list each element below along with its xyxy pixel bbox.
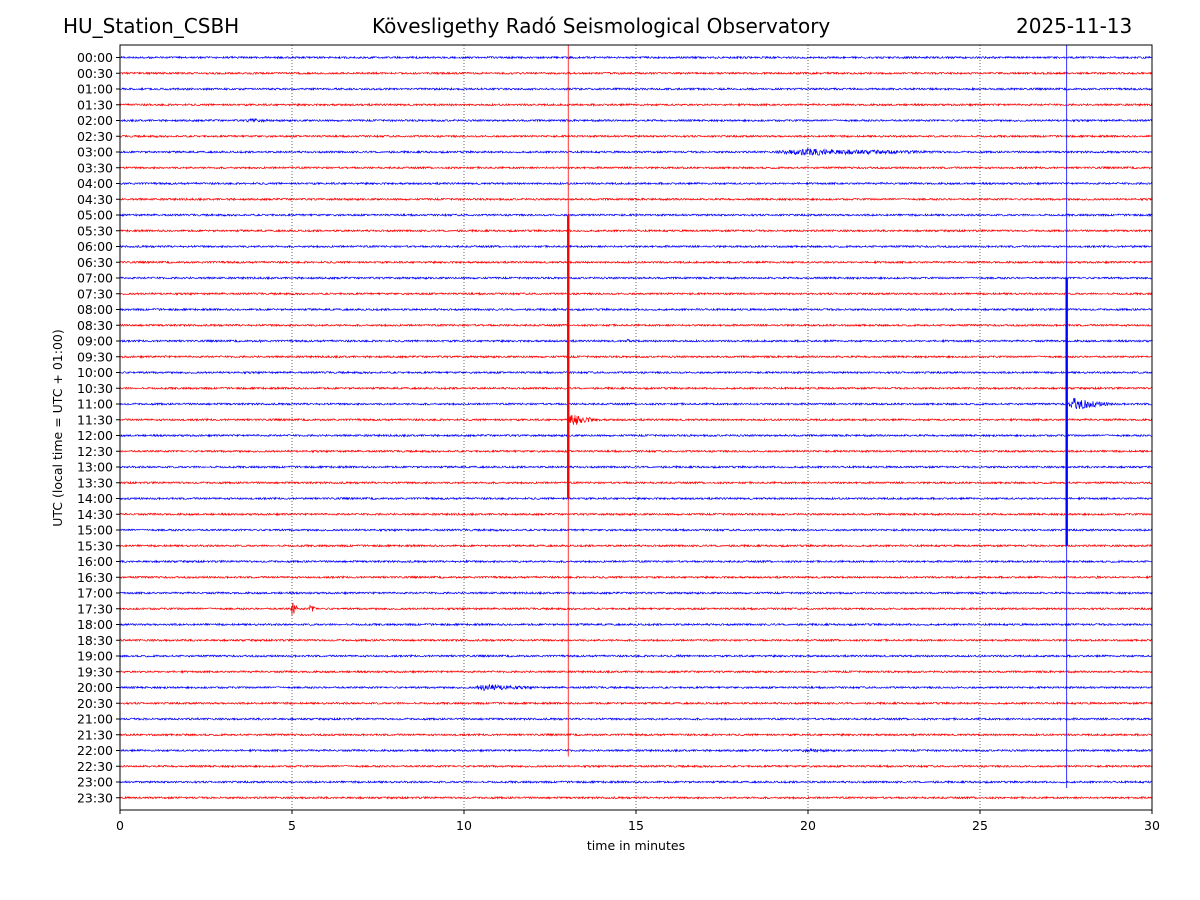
row-label-1130: 11:30 [77, 412, 113, 427]
trace-row-2230 [119, 764, 1153, 769]
trace-row-1500 [119, 527, 1153, 533]
trace-row-2030 [119, 701, 1153, 706]
trace-row-0100 [119, 86, 1153, 92]
trace-row-0330 [119, 165, 1153, 171]
row-label-2330: 23:30 [77, 790, 113, 805]
row-label-1800: 18:00 [77, 617, 113, 632]
row-label-2130: 21:30 [77, 727, 113, 742]
row-label-1300: 13:00 [77, 460, 113, 475]
row-label-0730: 07:30 [77, 286, 113, 301]
row-label-0500: 05:00 [77, 208, 113, 223]
trace-row-0530 [119, 228, 1153, 233]
row-label-1830: 18:30 [77, 633, 113, 648]
observatory-title: Kövesligethy Radó Seismological Observat… [372, 14, 831, 38]
trace-row-1330 [119, 480, 1153, 486]
x-tick-label-25: 25 [972, 818, 988, 833]
trace-row-1900 [119, 653, 1153, 659]
station-name: HU_Station_CSBH [63, 14, 240, 38]
trace-row-2300 [119, 779, 1153, 785]
row-label-0100: 01:00 [77, 82, 113, 97]
x-tick-label-15: 15 [628, 818, 644, 833]
trace-row-0500 [119, 212, 1153, 218]
row-label-1530: 15:30 [77, 538, 113, 553]
trace-row-0030 [119, 71, 1153, 76]
trace-row-2200 [119, 747, 1153, 754]
row-label-1330: 13:30 [77, 475, 113, 490]
row-label-0700: 07:00 [77, 271, 113, 286]
trace-row-0130 [119, 102, 1153, 107]
row-label-2100: 21:00 [77, 712, 113, 727]
row-label-0200: 02:00 [77, 113, 113, 128]
spike-group [567, 45, 1068, 788]
trace-row-0700 [119, 275, 1153, 281]
trace-row-1130 [119, 414, 1153, 425]
row-label-1500: 15:00 [77, 523, 113, 538]
row-label-0430: 04:30 [77, 192, 113, 207]
row-label-0400: 04:00 [77, 176, 113, 191]
x-tick-label-0: 0 [116, 818, 124, 833]
row-label-2030: 20:30 [77, 696, 113, 711]
x-tick-label-10: 10 [456, 818, 472, 833]
trace-row-1700 [119, 590, 1153, 596]
trace-row-0300 [119, 147, 1153, 156]
trace-row-2100 [119, 716, 1153, 722]
trace-row-1100 [119, 397, 1153, 410]
row-label-1630: 16:30 [77, 570, 113, 585]
row-label-1900: 19:00 [77, 649, 113, 664]
row-label-0800: 08:00 [77, 302, 113, 317]
row-label-1730: 17:30 [77, 601, 113, 616]
row-label-0630: 06:30 [77, 255, 113, 270]
row-label-1400: 14:00 [77, 491, 113, 506]
row-label-0000: 00:00 [77, 50, 113, 65]
row-label-0600: 06:00 [77, 239, 113, 254]
row-label-2230: 22:30 [77, 759, 113, 774]
trace-row-1800 [119, 622, 1153, 627]
row-label-0130: 01:30 [77, 97, 113, 112]
row-label-0830: 08:30 [77, 318, 113, 333]
trace-row-0900 [119, 338, 1153, 344]
x-tick-label-20: 20 [800, 818, 816, 833]
trace-row-1730 [119, 602, 1153, 616]
grid-group [291, 45, 981, 810]
y-axis-label: UTC (local time = UTC + 01:00) [50, 329, 65, 527]
row-label-1930: 19:30 [77, 664, 113, 679]
date-label: 2025-11-13 [1016, 14, 1133, 38]
row-label-0900: 09:00 [77, 334, 113, 349]
row-label-0030: 00:30 [77, 66, 113, 81]
trace-row-1630 [119, 575, 1153, 580]
x-ticks: 0 5 10 15 20 25 30 [116, 810, 1160, 833]
trace-row-0430 [119, 197, 1153, 202]
row-label-1100: 11:00 [77, 397, 113, 412]
row-label-2300: 23:00 [77, 775, 113, 790]
row-label-1600: 16:00 [77, 554, 113, 569]
x-tick-label-30: 30 [1144, 818, 1160, 833]
row-labels: 00:0000:3001:0001:3002:0002:3003:0003:30… [77, 50, 120, 805]
row-label-1430: 14:30 [77, 507, 113, 522]
trace-row-1300 [119, 464, 1153, 470]
x-axis-label: time in minutes [587, 838, 685, 853]
trace-row-1530 [119, 543, 1153, 548]
row-label-0230: 02:30 [77, 129, 113, 144]
trace-row-1230 [119, 449, 1153, 454]
trace-row-2330 [119, 795, 1153, 801]
row-label-0330: 03:30 [77, 160, 113, 175]
trace-row-2130 [119, 732, 1153, 737]
row-label-1200: 12:00 [77, 428, 113, 443]
row-label-0300: 03:00 [77, 145, 113, 160]
row-label-1030: 10:30 [77, 381, 113, 396]
row-label-1230: 12:30 [77, 444, 113, 459]
trace-row-1430 [119, 512, 1153, 517]
trace-row-0930 [119, 354, 1153, 359]
trace-row-0630 [119, 260, 1153, 265]
row-label-1000: 10:00 [77, 365, 113, 380]
x-tick-label-5: 5 [288, 818, 296, 833]
row-label-0530: 05:30 [77, 223, 113, 238]
row-label-1700: 17:00 [77, 586, 113, 601]
row-label-2000: 20:00 [77, 680, 113, 695]
row-label-0930: 09:30 [77, 349, 113, 364]
trace-row-1830 [119, 638, 1153, 643]
row-label-2200: 22:00 [77, 743, 113, 758]
